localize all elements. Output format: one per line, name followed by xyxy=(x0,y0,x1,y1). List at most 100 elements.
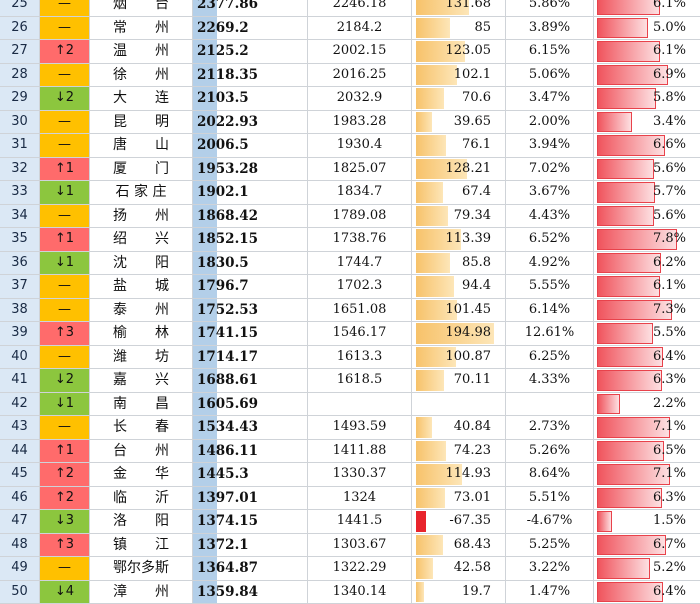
increase-value: 70.11 xyxy=(454,372,491,387)
rank-cell: 41 xyxy=(0,369,40,392)
real-growth-cell: 6.1% xyxy=(594,40,700,63)
gdp-cell: 2269.2 xyxy=(193,17,308,40)
nominal-growth-cell: 6.25% xyxy=(506,346,594,369)
growth-value: 5.6% xyxy=(653,161,686,176)
real-growth-cell: 7.8% xyxy=(594,228,700,251)
growth-value: 3.4% xyxy=(653,114,686,129)
previous-gdp-cell: 1983.28 xyxy=(308,111,412,134)
increase-value: 68.43 xyxy=(454,537,491,552)
growth-value: 7.1% xyxy=(653,466,686,481)
rank-change-cell: — xyxy=(40,205,90,228)
increase-cell: 113.39 xyxy=(412,228,506,251)
gdp-cell: 1852.15 xyxy=(193,228,308,251)
rank-change-cell: ↑1 xyxy=(40,158,90,181)
city-cell: 盐 城 xyxy=(90,275,193,298)
city-cell: 南 昌 xyxy=(90,393,193,416)
increase-cell: 131.68 xyxy=(412,0,506,16)
nominal-growth-cell: 12.61% xyxy=(506,322,594,345)
increase-bar xyxy=(416,253,450,274)
increase-cell: -67.35 xyxy=(412,510,506,533)
growth-value: 7.3% xyxy=(653,302,686,317)
increase-bar xyxy=(416,112,432,133)
rank-change-cell: ↑1 xyxy=(40,440,90,463)
increase-bar xyxy=(416,582,424,603)
gdp-value: 1359.84 xyxy=(197,584,258,600)
nominal-growth-cell: 6.52% xyxy=(506,228,594,251)
gdp-value: 1796.7 xyxy=(197,278,249,294)
gdp-cell: 2006.5 xyxy=(193,134,308,157)
city-cell: 常 州 xyxy=(90,17,193,40)
gdp-cell: 1359.84 xyxy=(193,581,308,604)
city-cell: 金 华 xyxy=(90,463,193,486)
gdp-cell: 1486.11 xyxy=(193,440,308,463)
increase-cell xyxy=(412,393,506,416)
gdp-cell: 1605.69 xyxy=(193,393,308,416)
rank-change-cell: ↓4 xyxy=(40,581,90,604)
increase-bar xyxy=(416,276,454,297)
rank-change-cell: ↓3 xyxy=(40,510,90,533)
increase-bar xyxy=(416,18,450,39)
previous-gdp-cell: 1322.29 xyxy=(308,557,412,580)
growth-value: 5.7% xyxy=(653,184,686,199)
city-cell: 昆 明 xyxy=(90,111,193,134)
rank-cell: 49 xyxy=(0,557,40,580)
growth-value: 6.1% xyxy=(653,43,686,58)
rank-cell: 32 xyxy=(0,158,40,181)
growth-value: 6.3% xyxy=(653,372,686,387)
real-growth-cell: 5.0% xyxy=(594,17,700,40)
increase-cell: 123.05 xyxy=(412,40,506,63)
growth-bar xyxy=(597,276,660,297)
previous-gdp-cell: 1330.37 xyxy=(308,463,412,486)
city-cell: 临 沂 xyxy=(90,487,193,510)
gdp-value: 1605.69 xyxy=(197,396,258,412)
growth-value: 6.6% xyxy=(653,137,686,152)
city-cell: 潍 坊 xyxy=(90,346,193,369)
increase-value: 113.39 xyxy=(446,231,492,246)
real-growth-cell: 2.2% xyxy=(594,393,700,416)
real-growth-cell: 5.7% xyxy=(594,181,700,204)
increase-cell: 73.01 xyxy=(412,487,506,510)
rank-change-cell: ↑2 xyxy=(40,487,90,510)
gdp-value: 1868.42 xyxy=(197,208,258,224)
increase-value: 73.01 xyxy=(454,490,491,505)
gdp-value: 1486.11 xyxy=(197,443,258,459)
increase-value: 128.21 xyxy=(446,161,492,176)
gdp-value: 1830.5 xyxy=(197,255,249,271)
rank-cell: 35 xyxy=(0,228,40,251)
gdp-cell: 1830.5 xyxy=(193,252,308,275)
nominal-growth-cell: 4.33% xyxy=(506,369,594,392)
previous-gdp-cell: 1441.5 xyxy=(308,510,412,533)
previous-gdp-cell: 1303.67 xyxy=(308,534,412,557)
previous-gdp-cell: 1825.07 xyxy=(308,158,412,181)
rank-cell: 39 xyxy=(0,322,40,345)
rank-change-cell: ↑1 xyxy=(40,228,90,251)
rank-change-cell: ↓1 xyxy=(40,252,90,275)
increase-cell: 76.1 xyxy=(412,134,506,157)
gdp-value: 1534.43 xyxy=(197,419,258,435)
gdp-cell: 1372.1 xyxy=(193,534,308,557)
previous-gdp-cell: 1738.76 xyxy=(308,228,412,251)
growth-value: 6.9% xyxy=(653,67,686,82)
increase-value: 94.4 xyxy=(462,278,491,293)
increase-value: 70.6 xyxy=(462,90,491,105)
real-growth-cell: 6.9% xyxy=(594,64,700,87)
growth-value: 5.5% xyxy=(653,325,686,340)
nominal-growth-cell xyxy=(506,393,594,416)
increase-bar xyxy=(416,88,444,109)
nominal-growth-cell: 3.67% xyxy=(506,181,594,204)
real-growth-cell: 5.6% xyxy=(594,205,700,228)
nominal-growth-cell: 5.55% xyxy=(506,275,594,298)
gdp-value: 1397.01 xyxy=(197,490,258,506)
increase-bar xyxy=(416,206,448,227)
city-cell: 嘉 兴 xyxy=(90,369,193,392)
growth-value: 6.2% xyxy=(653,255,686,270)
increase-value: 42.58 xyxy=(454,560,491,575)
